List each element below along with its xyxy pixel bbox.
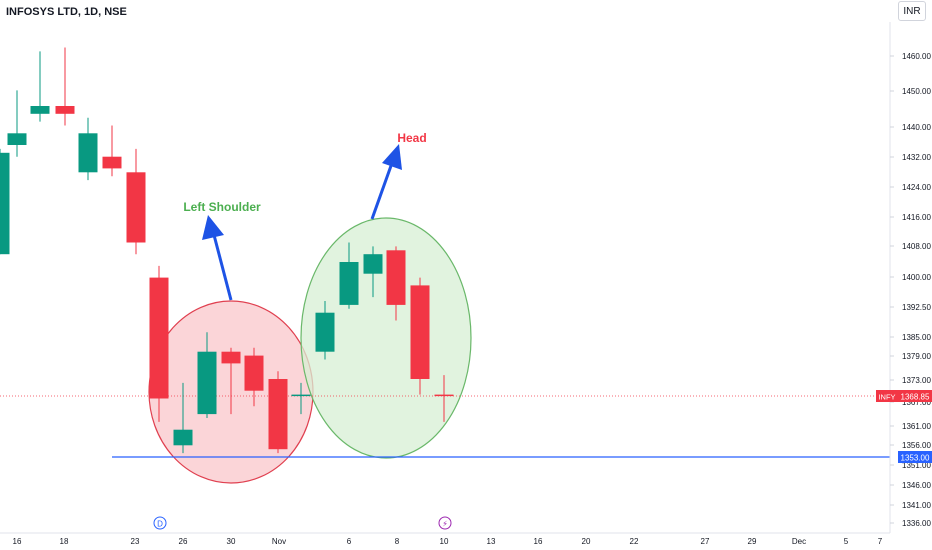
price-tick-label: 1424.00 — [902, 183, 931, 192]
last-price-value: 1368.85 — [901, 393, 930, 402]
time-tick-label: 8 — [395, 537, 400, 546]
price-tick-label: 1408.00 — [902, 242, 931, 251]
price-tick-label: 1416.00 — [902, 213, 931, 222]
last-price-tag: INFY 1368.85 — [876, 390, 932, 402]
candle-down[interactable] — [244, 355, 264, 391]
candle-down[interactable] — [268, 379, 288, 450]
head-label: Head — [397, 131, 426, 145]
price-tick-label: 1356.00 — [902, 441, 931, 450]
price-tick-label: 1440.00 — [902, 123, 931, 132]
candles-group — [0, 47, 454, 454]
chart-title: INFOSYS LTD, 1D, NSE — [6, 6, 127, 18]
support-price-tag: 1353.00 — [898, 451, 932, 463]
candle-up[interactable] — [197, 351, 217, 415]
time-tick-label: 18 — [60, 537, 69, 546]
price-tick-label: 1379.00 — [902, 352, 931, 361]
left-shoulder-arrow — [202, 215, 233, 301]
candle-up[interactable] — [7, 133, 27, 145]
candle-up[interactable] — [78, 133, 98, 173]
price-tick-label: 1432.00 — [902, 153, 931, 162]
candle-down[interactable] — [434, 394, 454, 397]
time-tick-label: 7 — [878, 537, 883, 546]
price-tick-label: 1392.50 — [902, 303, 931, 312]
candle-down[interactable] — [102, 156, 122, 169]
earnings-marker[interactable]: ⚡ — [438, 516, 452, 530]
time-tick-label: 16 — [13, 537, 22, 546]
candle-up[interactable] — [363, 254, 383, 274]
candle-down[interactable] — [126, 172, 146, 243]
currency-button[interactable]: INR — [898, 1, 926, 21]
price-tick-label: 1450.00 — [902, 87, 931, 96]
head-arrow — [370, 144, 402, 220]
time-tick-label: 26 — [179, 537, 188, 546]
time-tick-label: 29 — [748, 537, 757, 546]
price-tick-label: 1400.00 — [902, 273, 931, 282]
candle-up[interactable] — [339, 262, 359, 305]
price-tick-label: 1373.00 — [902, 376, 931, 385]
price-tick-label: 1361.00 — [902, 422, 931, 431]
price-tick-label: 1385.00 — [902, 333, 931, 342]
left-shoulder-label: Left Shoulder — [183, 200, 261, 214]
price-tick-label: 1367.00 — [902, 398, 931, 407]
price-tick-label: 1351.00 — [902, 461, 931, 470]
time-tick-label: 16 — [534, 537, 543, 546]
candle-up[interactable] — [173, 429, 193, 446]
price-tick-label: 1460.00 — [902, 52, 931, 61]
candle-down[interactable] — [386, 250, 406, 305]
time-tick-label: Nov — [272, 537, 286, 546]
candle-up[interactable] — [291, 394, 311, 397]
price-tick-label: 1341.00 — [902, 501, 931, 510]
support-price-value: 1353.00 — [901, 454, 930, 463]
candle-down[interactable] — [410, 285, 430, 379]
dividend-marker-label: D — [157, 520, 163, 529]
time-tick-label: 22 — [630, 537, 639, 546]
time-tick-label: 5 — [844, 537, 849, 546]
candle-up[interactable] — [315, 312, 335, 352]
time-tick-label: 30 — [227, 537, 236, 546]
candle-down[interactable] — [221, 351, 241, 364]
time-tick-label: 13 — [487, 537, 496, 546]
time-axis[interactable]: 16 18 23 26 30 Nov 6 8 10 13 16 20 22 27 29 Dec 5 7 — [13, 537, 883, 546]
time-tick-label: Dec — [792, 537, 806, 546]
time-tick-label: 23 — [131, 537, 140, 546]
price-tick-label: 1346.00 — [902, 481, 931, 490]
candle-down[interactable] — [149, 277, 169, 399]
price-tick-label: 1336.00 — [902, 519, 931, 528]
time-tick-label: 6 — [347, 537, 352, 546]
time-tick-label: 20 — [582, 537, 591, 546]
last-price-symbol: INFY — [878, 393, 895, 402]
candle-down[interactable] — [55, 106, 75, 114]
time-tick-label: 10 — [440, 537, 449, 546]
candle-up[interactable] — [30, 106, 50, 114]
dividend-marker[interactable]: D — [153, 516, 167, 530]
candle-up[interactable] — [0, 152, 10, 255]
time-tick-label: 27 — [701, 537, 710, 546]
price-axis[interactable]: 1460.00 1450.00 1440.00 1432.00 1424.00 1416.… — [890, 52, 931, 528]
lightning-icon: ⚡ — [442, 520, 448, 529]
